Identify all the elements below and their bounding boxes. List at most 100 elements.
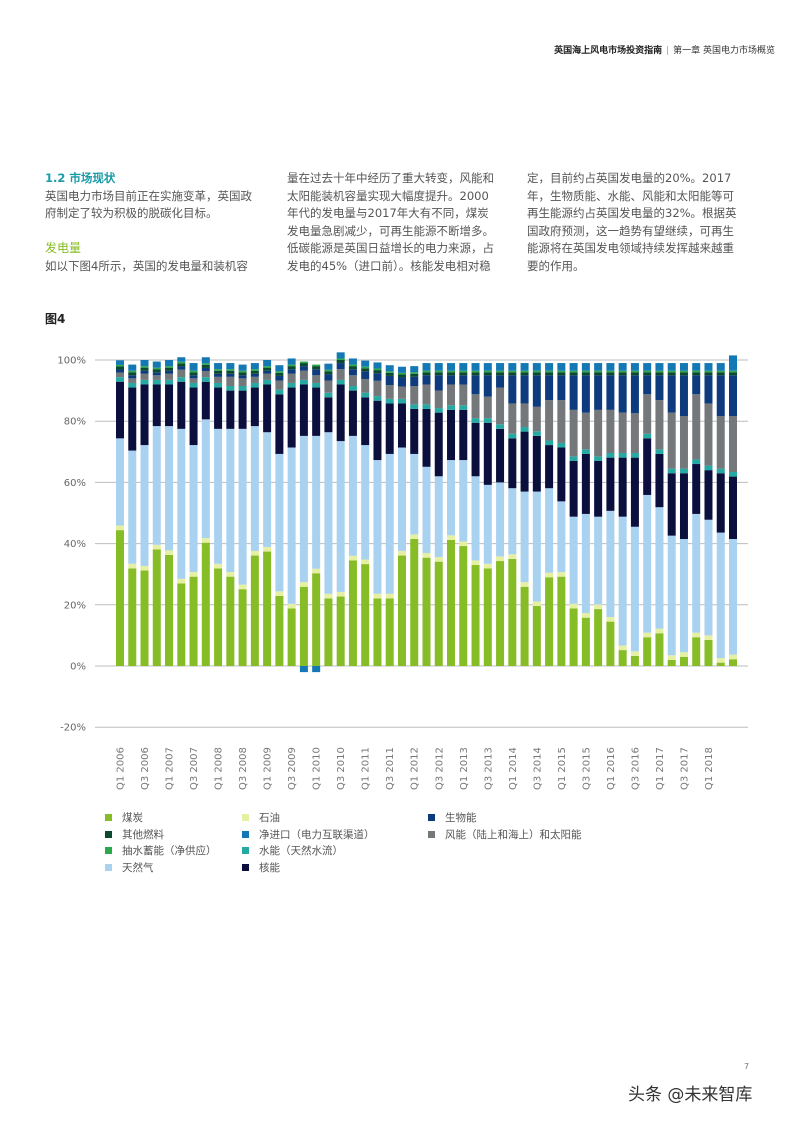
bar-segment-8 <box>385 371 394 373</box>
header-separator: | <box>666 46 670 56</box>
legend-swatch <box>242 847 249 854</box>
bar-segment-2 <box>140 445 149 566</box>
legend-label: 石油 <box>259 812 280 824</box>
y-tick-label: 40% <box>64 539 86 550</box>
bar-segment-9 <box>177 357 186 362</box>
bar-segment-5 <box>348 375 357 387</box>
bar-segment-0 <box>655 633 664 666</box>
watermark: 头条 @未来智库 <box>628 1085 753 1105</box>
bar-segment-9 <box>348 358 357 365</box>
legend-label: 抽水蓄能（净供应） <box>122 845 217 857</box>
bar-segment-8 <box>447 370 456 373</box>
legend-label: 净进口（电力互联渠道） <box>259 828 375 841</box>
bar-segment-9 <box>336 352 345 359</box>
bar-segment-8 <box>140 366 149 368</box>
bar-segment-8 <box>116 364 124 367</box>
bar-segment-6 <box>397 377 406 387</box>
x-tick-label: Q1 2016 <box>606 747 617 790</box>
bar-segment-5 <box>422 384 431 405</box>
bar-segment-4 <box>483 418 492 423</box>
bar-segment-7 <box>177 363 186 367</box>
bar-segment-8 <box>594 370 603 373</box>
bar-segment-0 <box>618 650 627 666</box>
bar-segment-2 <box>704 519 713 636</box>
x-tick-label: Q1 2012 <box>410 747 421 790</box>
bar-segment-1 <box>459 541 468 547</box>
bar-segment-5 <box>606 409 615 454</box>
legend-item: 其他燃料 <box>105 827 164 842</box>
legend-label: 核能 <box>259 861 280 874</box>
bar-segment-4 <box>201 377 210 382</box>
bar-segment-9 <box>459 363 468 371</box>
bar-segment-5 <box>263 373 272 380</box>
bar-segment-9 <box>312 666 321 673</box>
bar-segment-4 <box>557 442 566 448</box>
bar-segment-6 <box>189 375 198 379</box>
bar-segment-6 <box>324 374 333 381</box>
bar-segment-6 <box>165 370 174 374</box>
bar-segment-9 <box>508 363 517 371</box>
bar-segment-1 <box>140 565 149 571</box>
bar-segment-4 <box>459 405 468 410</box>
bar-segment-5 <box>594 409 603 457</box>
bar-segment-5 <box>373 380 382 397</box>
bar-segment-4 <box>667 468 676 474</box>
bar-segment-6 <box>116 369 124 373</box>
bar-segment-6 <box>667 375 676 413</box>
bar-segment-2 <box>692 513 701 633</box>
bar-segment-4 <box>189 382 198 388</box>
bar-segment-7 <box>545 372 554 376</box>
bar-segment-2 <box>557 501 566 573</box>
bar-segment-9 <box>447 363 456 371</box>
bar-segment-6 <box>483 375 492 397</box>
bar-segment-1 <box>263 546 272 552</box>
bar-segment-9 <box>557 363 566 371</box>
bar-segment-9 <box>140 360 149 367</box>
x-tick-label: Q1 2007 <box>165 747 176 790</box>
bar-segment-4 <box>263 379 272 385</box>
bar-segment-6 <box>263 370 272 374</box>
bar-segment-1 <box>238 584 247 590</box>
bar-segment-9 <box>692 363 701 371</box>
bar-segment-0 <box>545 577 554 666</box>
legend-swatch <box>242 863 249 871</box>
bar-segment-5 <box>447 384 456 406</box>
bar-segment-8 <box>422 370 431 373</box>
bar-segment-3 <box>348 390 357 436</box>
bar-segment-9 <box>299 666 308 673</box>
bar-segment-2 <box>667 535 676 656</box>
bar-segment-4 <box>679 468 688 474</box>
bar-segment-2 <box>655 507 664 629</box>
y-tick-label: -20% <box>60 723 86 734</box>
bar-segment-5 <box>189 378 198 383</box>
bar-segment-8 <box>569 370 578 373</box>
bar-segment-8 <box>336 358 345 360</box>
bar-segment-8 <box>655 370 664 373</box>
bar-segment-4 <box>348 386 357 391</box>
bar-segment-2 <box>177 428 186 579</box>
bar-segment-5 <box>201 371 210 378</box>
bar-segment-5 <box>312 375 321 383</box>
bar-segment-9 <box>189 363 198 371</box>
bar-segment-4 <box>496 424 505 429</box>
bar-segment-0 <box>275 595 284 666</box>
bar-segment-1 <box>312 568 321 574</box>
bar-segment-1 <box>226 572 235 577</box>
bar-segment-5 <box>704 403 713 466</box>
bar-segment-3 <box>459 409 468 461</box>
legend-label: 风能（陆上和海上）和太阳能 <box>445 828 582 841</box>
bar-segment-6 <box>704 375 713 404</box>
bar-segment-0 <box>189 576 198 666</box>
bar-segment-1 <box>250 550 259 556</box>
bar-segment-0 <box>373 598 382 666</box>
bar-segment-1 <box>214 563 223 569</box>
text-column-2: 量在过去十年中经历了重大转变，风能和 太阳能装机容量实现大幅度提升。2000 年… <box>287 170 494 276</box>
bar-segment-9 <box>532 363 541 371</box>
bar-segment-3 <box>655 453 664 508</box>
bar-segment-3 <box>471 422 480 477</box>
bar-segment-4 <box>177 377 186 382</box>
bar-segment-1 <box>716 658 725 663</box>
bar-segment-0 <box>729 659 737 666</box>
bar-segment-2 <box>729 539 737 655</box>
text-line: 定，目前约占英国发电量的20%。2017 <box>527 171 732 185</box>
